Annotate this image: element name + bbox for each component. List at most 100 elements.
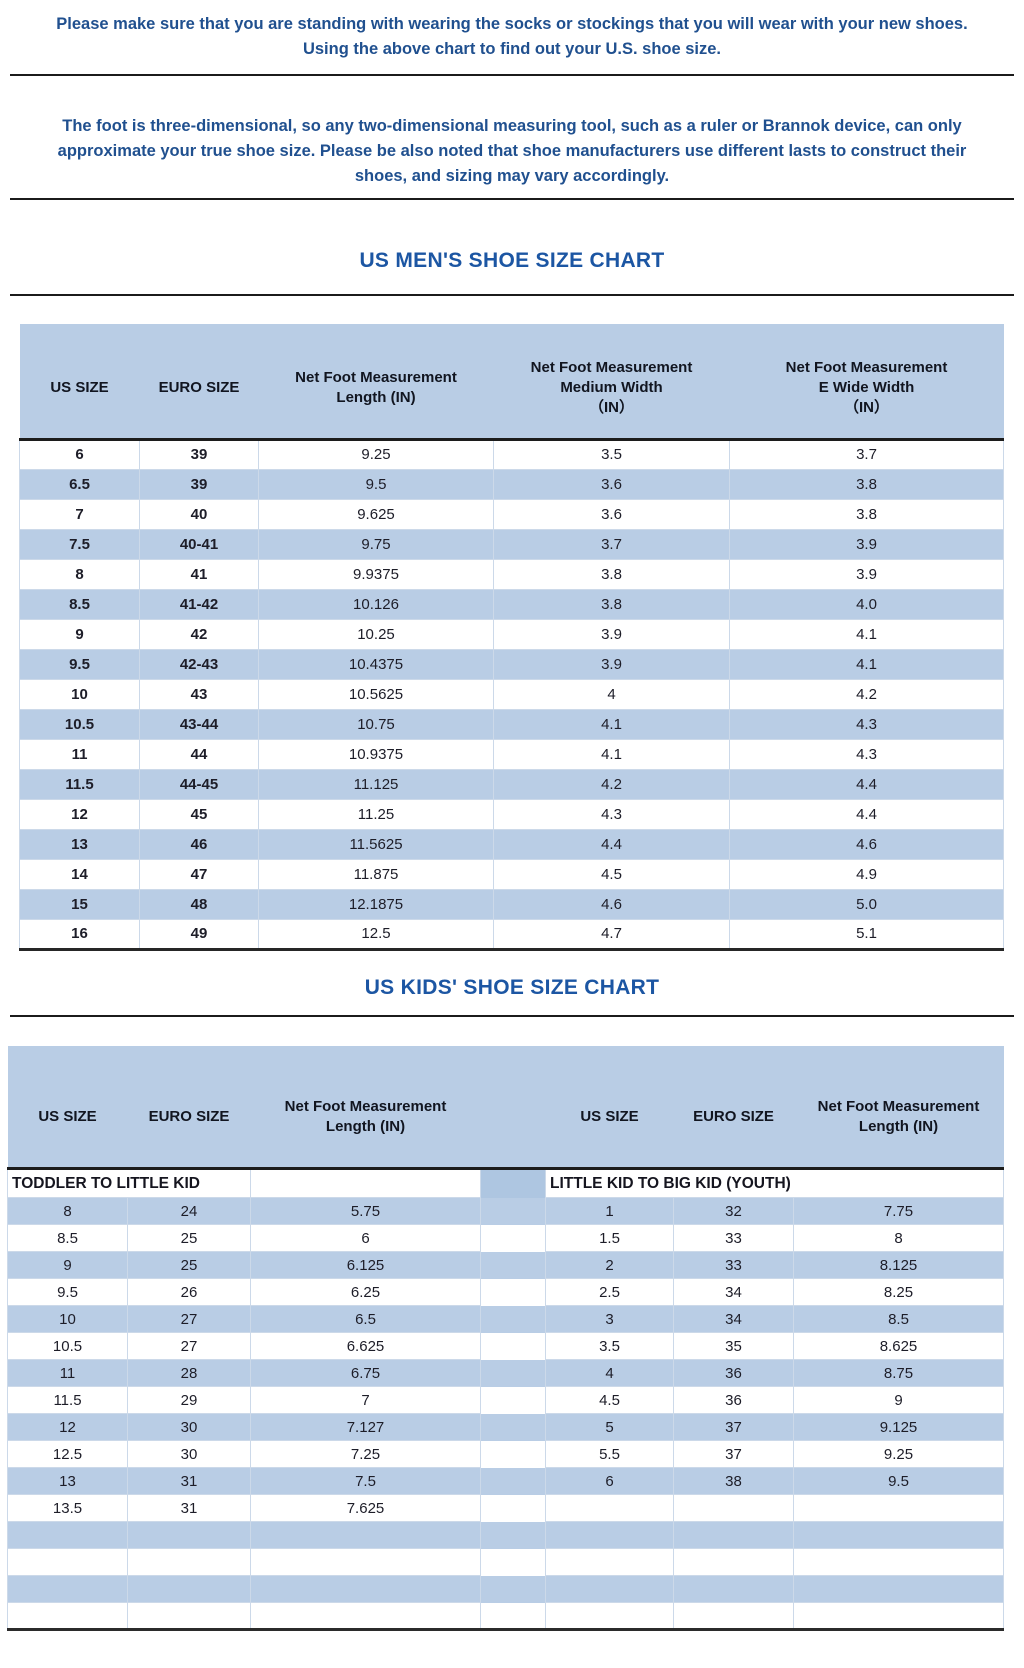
table-cell: 7.127 [250,1413,481,1441]
gap-column [480,1278,546,1306]
gap-column [480,1494,546,1522]
kids-chart-title: US KIDS' SHOE SIZE CHART [364,975,660,999]
table-cell: 7 [19,498,140,530]
table-cell [793,1521,1004,1549]
table-cell: 10.5 [7,1332,128,1360]
table-cell: 4.2 [729,678,1004,710]
table-row: 8 24 5.75 1 32 7.75 [7,1197,1004,1225]
table-row: 8 41 9.9375 3.8 3.9 [19,558,1004,590]
table-cell: 25 [127,1251,251,1279]
table-cell: 8.5 [19,588,140,620]
table-cell: 6 [19,438,140,470]
table-row: 10.5 43-44 10.75 4.1 4.3 [19,708,1004,740]
table-cell: 36 [673,1359,794,1387]
table-cell: 41 [139,558,259,590]
table-row: 9 25 6.125 2 33 8.125 [7,1251,1004,1279]
table-row: 11 28 6.75 4 36 8.75 [7,1359,1004,1387]
gap-column [480,1305,546,1333]
table-cell [7,1521,128,1549]
kids-size-table: US SIZE EURO SIZE Net Foot Measurement Leng… [7,1045,1004,1631]
table-row: 11.5 29 7 4.5 36 9 [7,1386,1004,1414]
table-row: 12.5 30 7.25 5.5 37 9.25 [7,1440,1004,1468]
table-cell: 3.8 [729,498,1004,530]
table-cell: 12.5 [7,1440,128,1468]
table-cell: 42-43 [139,648,259,680]
table-cell: 4.0 [729,588,1004,620]
column-header: Net Foot Measurement Length (IN) [250,1045,481,1170]
table-cell: 49 [139,918,259,951]
table-cell: 6.5 [250,1305,481,1333]
gap-column [480,1332,546,1360]
table-cell: 12 [19,798,140,830]
table-cell: 9.5 [258,468,494,500]
table-cell: 33 [673,1224,794,1252]
table-cell: 34 [673,1278,794,1306]
table-cell: 4.1 [729,648,1004,680]
table-cell: 29 [127,1386,251,1414]
table-row: 10 43 10.5625 4 4.2 [19,678,1004,710]
group-label-youth: LITTLE KID TO BIG KID (YOUTH) [545,1168,1004,1198]
table-cell: 3.9 [729,528,1004,560]
table-cell: 4.2 [493,768,730,800]
table-cell [545,1521,674,1549]
table-cell: 4 [493,678,730,710]
column-header: Net Foot Measurement E Wide Width （IN） [729,324,1004,441]
table-cell: 40-41 [139,528,259,560]
table-cell: 3.5 [545,1332,674,1360]
table-cell: 11 [19,738,140,770]
table-cell: 7.25 [250,1440,481,1468]
table-cell: 48 [139,888,259,920]
mens-chart-title: US MEN'S SHOE SIZE CHART [359,249,665,272]
table-cell: 3 [545,1305,674,1333]
table-cell [673,1494,794,1522]
table-cell: 25 [127,1224,251,1252]
table-cell: 16 [19,918,140,951]
table-cell [7,1602,128,1631]
table-cell: 4.4 [493,828,730,860]
table-cell [7,1548,128,1576]
gap-column [480,1521,546,1549]
table-row: 11.5 44-45 11.125 4.2 4.4 [19,768,1004,800]
gap-column [480,1575,546,1603]
table-cell: 10 [19,678,140,710]
gap-column [480,1197,546,1225]
table-row: 13 31 7.5 6 38 9.5 [7,1467,1004,1495]
table-cell: 6.125 [250,1251,481,1279]
gap-column [480,1224,546,1252]
divider-rule-3 [10,294,1014,296]
table-cell: 8.25 [793,1278,1004,1306]
table-cell: 4.6 [493,888,730,920]
table-cell [127,1602,251,1631]
table-cell: 10.4375 [258,648,494,680]
table-cell: 8 [7,1197,128,1225]
table-cell: 43-44 [139,708,259,740]
table-cell: 39 [139,438,259,470]
table-cell [793,1575,1004,1603]
table-row: 12 30 7.127 5 37 9.125 [7,1413,1004,1441]
table-cell: 4.3 [729,708,1004,740]
table-cell: 5.5 [545,1440,674,1468]
table-cell [793,1494,1004,1522]
table-cell: 9.9375 [258,558,494,590]
table-row: 9 42 10.25 3.9 4.1 [19,618,1004,650]
column-header: EURO SIZE [127,1045,251,1170]
table-cell: 9.5 [19,648,140,680]
gap-column [480,1251,546,1279]
table-cell [545,1602,674,1631]
table-cell: 10.75 [258,708,494,740]
table-cell: 7.5 [19,528,140,560]
table-cell: 8.75 [793,1359,1004,1387]
table-cell: 2.5 [545,1278,674,1306]
table-row: 8.5 25 6 1.5 33 8 [7,1224,1004,1252]
mens-table-body: 6 39 9.25 3.5 3.7 6.5 39 9.5 3.6 3.8 7 40 9.625 3.6 3.… [19,438,1004,951]
table-cell: 7.75 [793,1197,1004,1225]
table-cell: 9 [19,618,140,650]
empty-row [7,1548,1004,1576]
gap-column [480,1413,546,1441]
table-row: 6 39 9.25 3.5 3.7 [19,438,1004,470]
table-cell: 10 [7,1305,128,1333]
column-header: Net Foot Measurement Length (IN) [793,1045,1004,1170]
column-header: EURO SIZE [139,324,259,441]
table-cell [545,1548,674,1576]
table-cell: 12.5 [258,918,494,951]
